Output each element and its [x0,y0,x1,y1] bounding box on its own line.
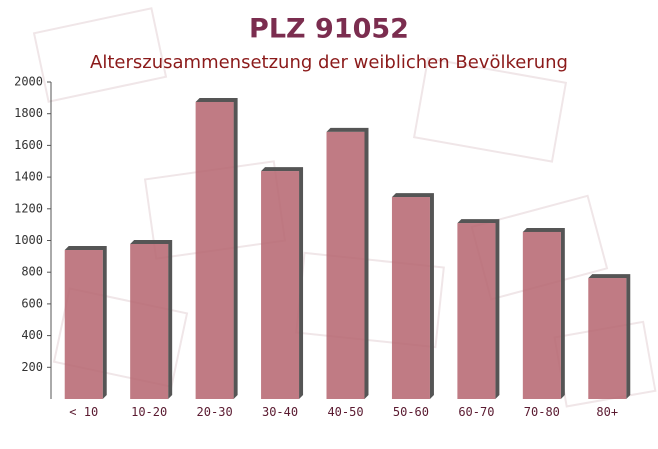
y-tick-label: 2000 [14,75,43,89]
bar [130,243,169,399]
x-tick-label: 30-40 [262,405,298,419]
bar [588,278,627,399]
bar [326,131,365,400]
x-tick-label: 10-20 [131,405,167,419]
y-tick-label: 600 [21,296,43,310]
bar [261,171,300,399]
y-tick-label: 1800 [14,106,43,120]
x-tick-label: < 10 [69,405,98,419]
y-tick-label: 1000 [14,233,43,247]
x-tick-label: 80+ [596,405,618,419]
bar [195,101,234,399]
x-tick-label: 50-60 [393,405,429,419]
y-tick-label: 1600 [14,138,43,152]
y-tick-label: 1400 [14,170,43,184]
chart-title: PLZ 91052 [249,14,409,45]
y-tick-label: 1200 [14,201,43,215]
bar [64,250,103,399]
x-tick-label: 40-50 [327,405,363,419]
y-tick-label: 800 [21,265,43,279]
x-tick-label: 60-70 [458,405,494,419]
x-tick-label: 20-30 [197,405,233,419]
bar [391,197,430,399]
chart-subtitle: Alterszusammensetzung der weiblichen Bev… [90,52,568,73]
bar [522,231,561,399]
y-tick-label: 400 [21,328,43,342]
x-tick-label: 70-80 [524,405,560,419]
bar [457,223,496,399]
y-tick-label: 200 [21,360,43,374]
